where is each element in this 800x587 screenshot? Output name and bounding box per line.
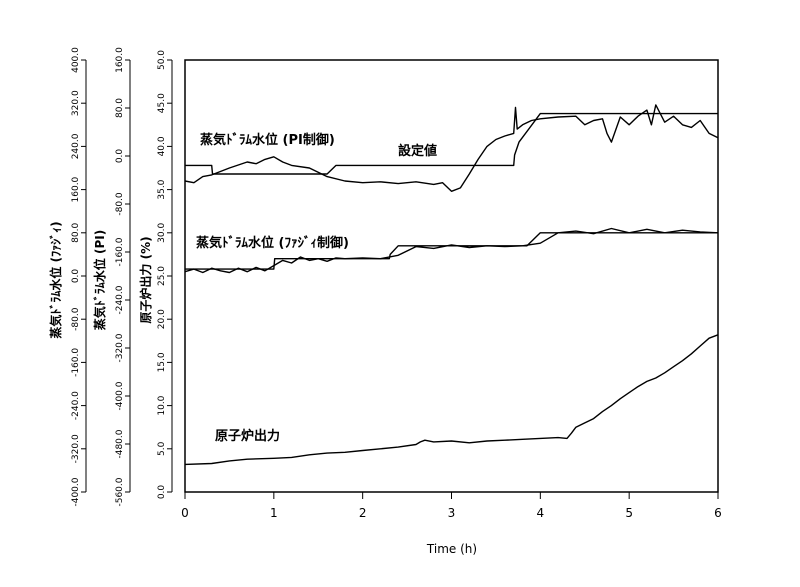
series-line-3: [184, 227, 719, 274]
y-tick-label: -240.0: [71, 391, 81, 420]
x-axis-label: Time (h): [426, 542, 477, 556]
y-tick-label: 400.0: [71, 47, 81, 73]
series-layer: [184, 104, 719, 466]
y-tick-label: 0.0: [157, 485, 167, 500]
y-tick-label: 10.0: [157, 395, 167, 415]
y-tick-label: 160.0: [115, 47, 125, 73]
axis-label-pi: 蒸気ﾄﾞﾗﾑ水位 (PI): [92, 230, 107, 330]
y-tick-label: -320.0: [71, 434, 81, 463]
x-tick-label: 6: [714, 506, 722, 520]
y-tick-label: 160.0: [71, 176, 81, 202]
y-tick-label: -160.0: [115, 237, 125, 266]
annotation-power: 原子炉出力: [215, 428, 280, 444]
y-tick-label: 50.0: [157, 50, 167, 70]
y-tick-label: 80.0: [71, 223, 81, 243]
y-tick-label: 35.0: [157, 179, 167, 199]
series-line-0: [185, 112, 718, 175]
y-tick-label: -160.0: [71, 348, 81, 377]
y-tick-label: 45.0: [157, 93, 167, 113]
y-tick-label: 80.0: [115, 98, 125, 118]
y-tick-label: 20.0: [157, 309, 167, 329]
y-tick-label: 5.0: [157, 441, 167, 456]
series-line-4: [184, 334, 719, 466]
plot-frame: [184, 59, 719, 493]
axis-label-fuzzy: 蒸気ﾄﾞﾗﾑ水位 (ﾌｧｼﾞｨ): [48, 221, 63, 338]
y-tick-label: -240.0: [115, 285, 125, 314]
series-line-1: [184, 104, 719, 192]
y-tick-label: -560.0: [115, 477, 125, 506]
annotation-fuzzy: 蒸気ﾄﾞﾗﾑ水位 (ﾌｧｼﾞｨ制御): [196, 235, 349, 251]
y-tick-label: 0.0: [71, 269, 81, 284]
y-tick-label: 15.0: [157, 352, 167, 372]
x-tick-label: 2: [359, 506, 367, 520]
y-tick-label: 240.0: [71, 133, 81, 159]
y-tick-label: 40.0: [157, 136, 167, 156]
y-tick-label: -480.0: [115, 429, 125, 458]
y-tick-label: 320.0: [71, 90, 81, 116]
y-tick-label: 25.0: [157, 266, 167, 286]
annotation-setpoint: 設定値: [398, 143, 437, 159]
y-tick-label: -80.0: [115, 192, 125, 216]
x-tick-label: 3: [448, 506, 456, 520]
y-tick-label: 30.0: [157, 223, 167, 243]
x-tick-label: 5: [625, 506, 633, 520]
axes-layer: 0 1 2 3 4 5 6 0.0 5.0 10.0 15.0 20.0 25.0 30.0 35.0 40.…: [71, 47, 722, 520]
y-tick-label: 0.0: [115, 149, 125, 164]
axis-label-power: 原子炉出力 (%): [138, 236, 153, 323]
x-tick-label: 4: [537, 506, 545, 520]
annotation-pi: 蒸気ﾄﾞﾗﾑ水位 (PI制御): [200, 132, 335, 148]
x-tick-label: 1: [270, 506, 278, 520]
x-tick-label: 0: [181, 506, 189, 520]
y-tick-label: -320.0: [115, 333, 125, 362]
y-tick-label: -80.0: [71, 307, 81, 331]
y-tick-label: -400.0: [71, 477, 81, 506]
y-tick-label: -400.0: [115, 381, 125, 410]
